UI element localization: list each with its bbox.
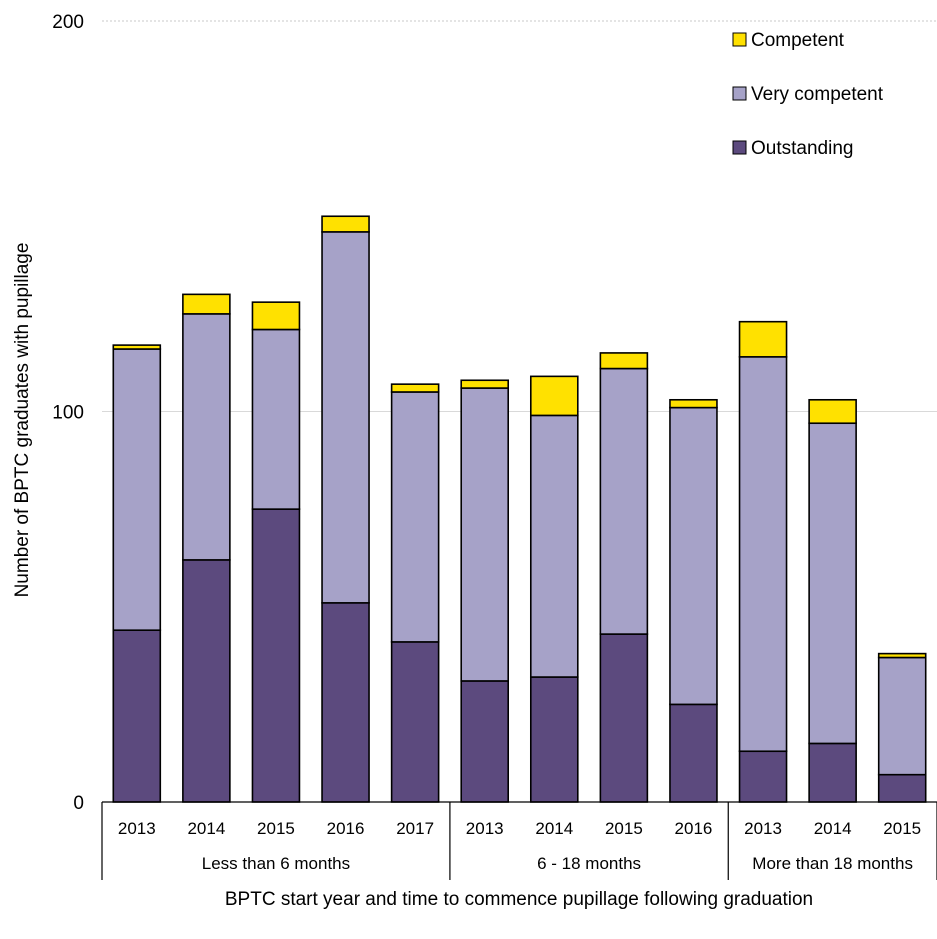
bar-segment-very-competent bbox=[877, 656, 927, 776]
legend-swatch bbox=[732, 140, 747, 155]
bar-segment-competent bbox=[390, 383, 440, 393]
bar-segment-competent bbox=[877, 652, 927, 659]
bar-segment-competent bbox=[112, 344, 162, 350]
bar-segment-very-competent bbox=[669, 406, 718, 706]
bar-segment-outstanding bbox=[321, 602, 370, 803]
y-tick-label: 0 bbox=[73, 793, 84, 814]
legend-label: Very competent bbox=[751, 84, 884, 105]
bar-segment-outstanding bbox=[738, 750, 788, 803]
group-label: 6 - 18 months bbox=[537, 854, 641, 873]
bars bbox=[112, 215, 927, 803]
bar-segment-competent bbox=[529, 375, 579, 417]
bar-segment-very-competent bbox=[460, 387, 510, 682]
bar-segment-outstanding bbox=[808, 742, 857, 803]
group-label: Less than 6 months bbox=[202, 854, 350, 873]
bar-segment-very-competent bbox=[808, 422, 857, 745]
bar-segment-competent bbox=[182, 293, 231, 315]
bar-segment-very-competent bbox=[599, 367, 649, 635]
x-tick-label: 2013 bbox=[466, 819, 504, 838]
y-tick-label: 100 bbox=[52, 403, 84, 424]
x-axis: 2013 2014 2015 2016 2017 2013 2014 2015 2016 2013… bbox=[101, 801, 937, 880]
y-axis-ticks: 0 100 200 bbox=[52, 12, 84, 814]
legend-swatch bbox=[732, 86, 747, 101]
bar-segment-outstanding bbox=[599, 633, 649, 803]
x-tick-label: 2014 bbox=[535, 819, 573, 838]
bar-segment-competent bbox=[251, 301, 301, 331]
gridlines bbox=[102, 20, 937, 412]
x-tick-label: 2013 bbox=[118, 819, 156, 838]
bar-segment-outstanding bbox=[251, 508, 301, 803]
legend: Competent Very competent Outstanding bbox=[732, 30, 884, 159]
bar-segment-outstanding bbox=[877, 773, 927, 803]
x-axis-title: BPTC start year and time to commence pup… bbox=[225, 889, 813, 910]
x-tick-label: 2015 bbox=[605, 819, 643, 838]
x-tick-label: 2015 bbox=[883, 819, 921, 838]
bar-segment-very-competent bbox=[182, 313, 231, 561]
bar-segment-outstanding bbox=[182, 559, 231, 803]
bar-segment-very-competent bbox=[112, 348, 162, 631]
bar-segment-outstanding bbox=[460, 680, 510, 803]
bar-segment-very-competent bbox=[738, 356, 788, 753]
bar-segment-competent bbox=[599, 352, 649, 370]
bar-segment-competent bbox=[669, 398, 718, 409]
bar-segment-very-competent bbox=[251, 328, 301, 510]
bar-segment-competent bbox=[460, 379, 510, 389]
bar-segment-outstanding bbox=[390, 641, 440, 803]
x-tick-label: 2014 bbox=[814, 819, 852, 838]
bar-segment-competent bbox=[808, 398, 857, 425]
legend-label: Outstanding bbox=[751, 138, 853, 159]
x-tick-label: 2013 bbox=[744, 819, 782, 838]
bar-segment-very-competent bbox=[529, 414, 579, 678]
x-tick-label: 2014 bbox=[187, 819, 225, 838]
group-label: More than 18 months bbox=[752, 854, 913, 873]
bar-segment-outstanding bbox=[112, 629, 162, 803]
legend-swatch bbox=[732, 32, 747, 47]
x-tick-label: 2016 bbox=[327, 819, 365, 838]
x-tick-label: 2017 bbox=[396, 819, 434, 838]
bar-segment-competent bbox=[738, 320, 788, 358]
legend-label: Competent bbox=[751, 30, 845, 51]
bar-segment-outstanding bbox=[669, 703, 718, 803]
bar-segment-very-competent bbox=[390, 391, 440, 643]
x-tick-label: 2016 bbox=[675, 819, 713, 838]
y-tick-label: 200 bbox=[52, 12, 84, 33]
bar-segment-very-competent bbox=[321, 231, 370, 604]
bar-segment-outstanding bbox=[529, 676, 579, 803]
x-tick-label: 2015 bbox=[257, 819, 295, 838]
y-axis-title: Number of BPTC graduates with pupillage bbox=[12, 243, 33, 598]
bar-segment-competent bbox=[321, 215, 370, 233]
